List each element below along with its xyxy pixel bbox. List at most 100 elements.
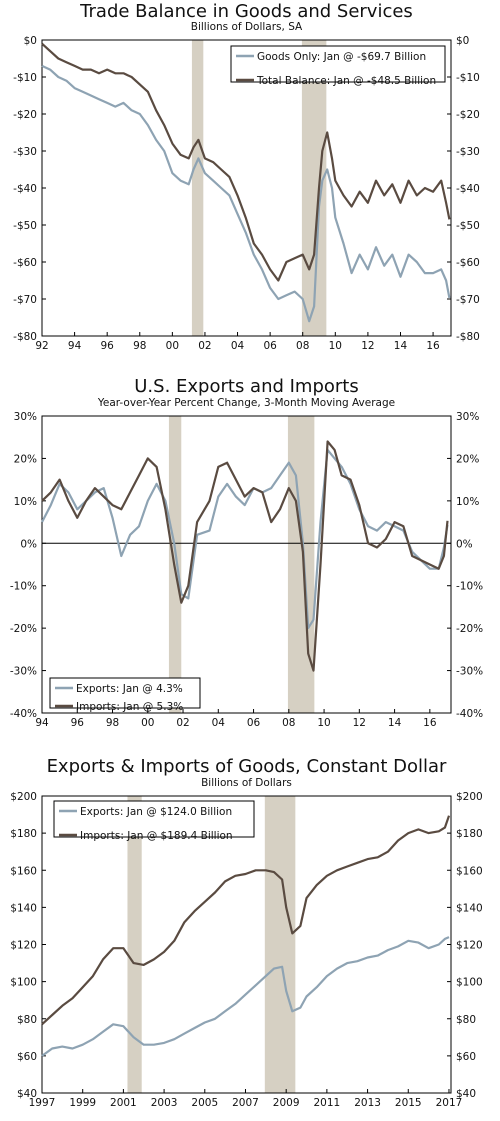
y-tick-label-right: 20%: [456, 453, 479, 465]
x-tick-label: 12: [361, 340, 374, 352]
y-tick-label-left: -40%: [10, 708, 37, 720]
y-tick-label-left: $0: [24, 35, 37, 47]
x-tick-label: 96: [100, 340, 114, 352]
y-tick-label-left: $80: [17, 1014, 37, 1026]
y-tick-label-left: $120: [10, 940, 37, 952]
y-tick-label-right: -$20: [456, 109, 480, 121]
y-tick-label-left: $40: [17, 1088, 37, 1100]
y-tick-label-right: -$10: [456, 72, 480, 84]
y-tick-label-right: $80: [456, 1014, 476, 1026]
x-tick-label: 02: [198, 340, 211, 352]
chart-panel-1: Trade Balance in Goods and ServicesBilli…: [13, 1, 480, 352]
x-tick-label: 16: [423, 717, 437, 729]
y-tick-label-right: -$40: [456, 183, 480, 195]
x-tick-label: 04: [231, 340, 245, 352]
chart-subtitle: Year-over-Year Percent Change, 3-Month M…: [97, 397, 395, 409]
x-tick-label: 2017: [436, 1097, 463, 1109]
chart-title: U.S. Exports and Imports: [134, 376, 359, 397]
y-tick-label-left: -20%: [10, 623, 37, 635]
y-tick-label-right: -20%: [456, 623, 483, 635]
x-tick-label: 14: [394, 340, 408, 352]
y-tick-label-right: $0: [456, 35, 469, 47]
x-tick-label: 10: [317, 717, 330, 729]
y-tick-label-left: 30%: [14, 411, 37, 423]
y-tick-label-left: $100: [10, 977, 37, 989]
x-tick-label: 92: [35, 340, 48, 352]
x-tick-label: 2011: [314, 1097, 341, 1109]
y-tick-label-left: $160: [10, 865, 37, 877]
y-tick-label-left: -$10: [13, 72, 37, 84]
legend-label: Exports: Jan @ 4.3%: [76, 683, 183, 695]
x-tick-label: 2013: [354, 1097, 381, 1109]
chart-legend: Exports: Jan @ 4.3% Imports: Jan @ 5.3%: [49, 677, 201, 713]
x-tick-label: 94: [35, 717, 49, 729]
legend-label: Goods Only: Jan @ -$69.7 Billion: [257, 51, 426, 63]
y-tick-label-left: 10%: [14, 496, 37, 508]
y-tick-label-right: -$80: [456, 331, 480, 343]
x-tick-label: 98: [133, 340, 146, 352]
y-tick-label-left: -$60: [13, 257, 37, 269]
x-tick-label: 04: [212, 717, 226, 729]
x-tick-label: 2015: [395, 1097, 422, 1109]
x-tick-label: 2007: [232, 1097, 259, 1109]
recession-band: [191, 40, 204, 336]
y-tick-label-left: -$20: [13, 109, 37, 121]
legend-label: Exports: Jan @ $124.0 Billion: [80, 806, 232, 818]
y-tick-label-right: $160: [456, 865, 483, 877]
y-tick-label-left: -10%: [10, 581, 37, 593]
x-tick-label: 1999: [69, 1097, 96, 1109]
y-tick-label-left: $180: [10, 828, 37, 840]
y-tick-label-right: 10%: [456, 496, 479, 508]
x-tick-label: 06: [247, 717, 261, 729]
y-tick-label-right: -10%: [456, 581, 483, 593]
chart-title: Exports & Imports of Goods, Constant Dol…: [47, 756, 447, 777]
x-tick-label: 12: [353, 717, 366, 729]
x-tick-label: 10: [329, 340, 342, 352]
x-tick-label: 16: [426, 340, 440, 352]
chart-subtitle: Billions of Dollars: [201, 777, 292, 789]
y-tick-label-right: $40: [456, 1088, 476, 1100]
y-tick-label-left: -$70: [13, 294, 37, 306]
chart-legend: Exports: Jan @ $124.0 Billion Imports: Ja…: [53, 800, 255, 842]
legend-label: Imports: Jan @ $189.4 Billion: [80, 830, 233, 842]
x-tick-label: 96: [71, 717, 85, 729]
legend-label: Total Balance: Jan @ -$48.5 Billion: [256, 75, 436, 87]
y-tick-label-right: $120: [456, 940, 483, 952]
y-tick-label-right: $200: [456, 791, 483, 803]
y-tick-label-left: -$80: [13, 331, 37, 343]
y-tick-label-right: -40%: [456, 708, 483, 720]
y-tick-label-left: $200: [10, 791, 37, 803]
x-tick-label: 2003: [151, 1097, 178, 1109]
legend-box: [230, 45, 446, 83]
y-tick-label-right: -30%: [456, 666, 483, 678]
series-line-dark: [41, 42, 451, 282]
y-tick-label-right: 0%: [456, 538, 473, 550]
x-tick-label: 00: [141, 717, 154, 729]
y-tick-label-right: -$60: [456, 257, 480, 269]
x-tick-label: 94: [68, 340, 82, 352]
x-tick-label: 08: [296, 340, 309, 352]
y-tick-label-left: -$40: [13, 183, 37, 195]
series-line-dark: [41, 815, 451, 1026]
y-tick-label-right: -$50: [456, 220, 480, 232]
legend-box: [49, 677, 201, 709]
legend-box: [53, 800, 255, 838]
plot-frame: [41, 415, 452, 714]
x-tick-label: 1997: [29, 1097, 56, 1109]
legend-label: Imports: Jan @ 5.3%: [76, 701, 183, 713]
y-tick-label-right: 30%: [456, 411, 479, 423]
y-tick-label-right: -$30: [456, 146, 480, 158]
x-tick-label: 08: [282, 717, 295, 729]
x-tick-label: 2001: [110, 1097, 137, 1109]
y-tick-label-left: 0%: [20, 538, 37, 550]
y-tick-label-left: -$50: [13, 220, 37, 232]
chart-legend: Goods Only: Jan @ -$69.7 Billion Total Ba…: [230, 45, 446, 87]
y-tick-label-left: -$30: [13, 146, 37, 158]
y-tick-label-right: $100: [456, 977, 483, 989]
x-tick-label: 02: [176, 717, 189, 729]
y-tick-label-left: -30%: [10, 666, 37, 678]
chart-subtitle: Billions of Dollars, SA: [191, 21, 303, 33]
recession-band: [264, 796, 296, 1093]
